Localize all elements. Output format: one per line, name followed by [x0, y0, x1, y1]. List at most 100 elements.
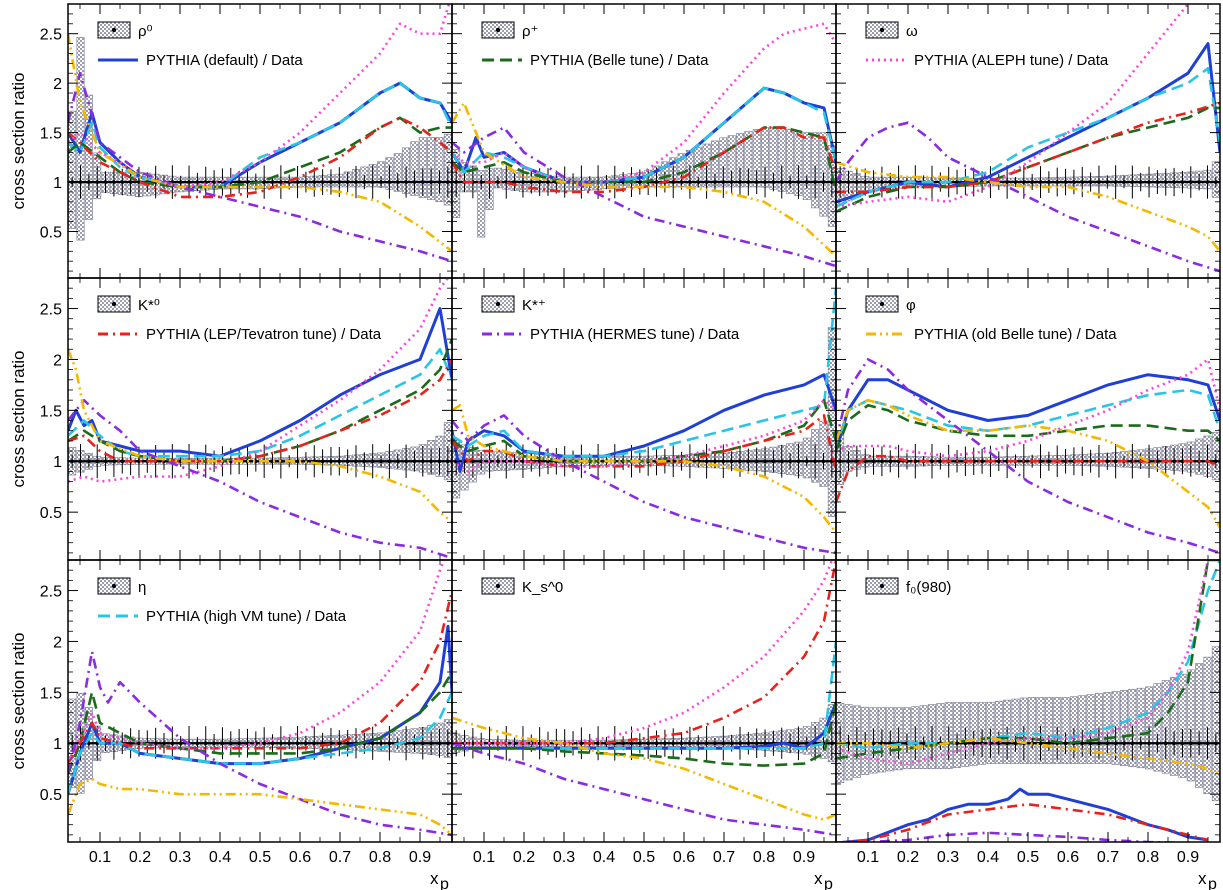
panel-5: φ PYTHIA (old Belle tune) / Data [835, 277, 1221, 561]
legend-entry-oldbelle: PYTHIA (old Belle tune) / Data [914, 326, 1117, 343]
x-tick-label: 0.9 [409, 849, 431, 866]
x-tick-label: 0.4 [593, 849, 615, 866]
x-tick-label: 0.1 [473, 849, 495, 866]
panel-frame [67, 559, 453, 843]
uncertainty-bar [1203, 656, 1212, 795]
series-line-default [68, 81, 452, 189]
panel-plot-area [452, 288, 836, 555]
uncertainty-bar [1028, 697, 1037, 764]
series-line-belle [836, 106, 1220, 213]
x-tick-label: 0.8 [753, 849, 775, 866]
uncertainty-bar [1195, 663, 1204, 788]
panel-3: K*⁰ PYTHIA (LEP/Tevatron tune) / Data [67, 277, 453, 561]
legend-data-marker [879, 27, 885, 33]
series-line-highvm [452, 86, 836, 184]
panel-label: f₀(980) [906, 579, 951, 596]
panel-label: ρ⁺ [522, 23, 538, 40]
series-line-highvm [836, 388, 1220, 452]
series-line-lep [452, 126, 836, 194]
y-tick-label: 2 [53, 352, 62, 369]
x-tick-label: 0.2 [897, 849, 919, 866]
uncertainty-bar [1044, 697, 1053, 764]
panel-2: ω PYTHIA (ALEPH tune) / Data [835, 3, 1221, 279]
x-tick-label: 0.4 [977, 849, 999, 866]
x-tick-label: 0.3 [169, 849, 191, 866]
y-tick-label: 2.5 [40, 27, 62, 44]
legend-entry-aleph: PYTHIA (ALEPH tune) / Data [914, 52, 1109, 69]
series-line-belle [68, 338, 452, 463]
uncertainty-bar [410, 141, 419, 196]
series-line-default [836, 373, 1220, 452]
x-tick-label: 0.9 [793, 849, 815, 866]
x-tick-label: 0.6 [1057, 849, 1079, 866]
uncertainty-bar [786, 128, 795, 194]
series-line-aleph [836, 358, 1220, 458]
uncertainty-bar [936, 703, 945, 770]
series-line-default [836, 42, 1220, 204]
panel-plot-area [452, 560, 836, 837]
panel-frame [67, 277, 453, 561]
legend-data-marker [879, 301, 885, 307]
legend-data-marker [495, 301, 501, 307]
legend-data-marker [495, 27, 501, 33]
legend-data-marker [111, 301, 117, 307]
panel-grid: ρ⁰ PYTHIA (default) / Data ρ⁺ PYTHIA (Belle… [67, 3, 1221, 843]
legend-entry-hermes: PYTHIA (HERMES tune) / Data [530, 326, 740, 343]
series-line-lep [836, 802, 1209, 842]
panel-label: K*⁺ [522, 297, 546, 314]
legend-data-marker [495, 583, 501, 589]
x-tick-label: 0.5 [633, 849, 655, 866]
x-tick-label: 0.5 [1017, 849, 1039, 866]
series-line-highvm [68, 81, 452, 189]
panel-frame [67, 3, 453, 279]
x-axis-title: x [430, 869, 439, 888]
series-line-default [68, 624, 452, 795]
series-line-hermes [452, 741, 836, 837]
uncertainty-bar [435, 137, 444, 203]
uncertainty-bar [1120, 690, 1128, 766]
x-axis-labels: 0.1 0.2 0.3 0.4 0.5 0.6 0.7 0.8 0.9x p0.1 0.2 0.3 0.… [89, 849, 1217, 890]
y-tick-label: 0.5 [40, 787, 62, 804]
panel-plot-area [68, 278, 452, 560]
uncertainty-bar [1136, 687, 1145, 769]
x-tick-label: 0.3 [937, 849, 959, 866]
panel-7: K_s^0 [451, 559, 837, 843]
series-line-hermes [836, 121, 1220, 273]
x-tick-label: 0.1 [89, 849, 111, 866]
panel-label: K*⁰ [138, 297, 160, 314]
x-tick-label: 0.4 [209, 849, 231, 866]
uncertainty-bar [68, 110, 77, 229]
series-line-lep [836, 454, 1220, 503]
series-line-hermes [68, 650, 452, 837]
uncertainty-bar [1211, 646, 1220, 802]
x-tick-label: 0.6 [289, 849, 311, 866]
series-line-oldbelle [836, 398, 1220, 529]
legend-entry-lep: PYTHIA (LEP/Tevatron tune) / Data [146, 326, 382, 343]
legend-data-marker [111, 583, 117, 589]
x-tick-label: 0.7 [713, 849, 735, 866]
y-tick-label: 1 [53, 175, 62, 192]
uncertainty-bar [1153, 683, 1162, 772]
panel-plot-area [836, 4, 1220, 273]
legend-data-marker [879, 583, 885, 589]
panel-plot-area [836, 358, 1220, 555]
series-line-belle [68, 116, 452, 189]
series-line-highvm [452, 288, 836, 458]
x-tick-label: 0.8 [369, 849, 391, 866]
legend-entry-default: PYTHIA (default) / Data [146, 52, 303, 69]
panel-label: η [138, 579, 146, 596]
uncertainty-bar [477, 170, 486, 238]
x-tick-label: 0.7 [1097, 849, 1119, 866]
uncertainty-bar [1178, 673, 1187, 778]
series-line-oldbelle [836, 161, 1220, 253]
x-tick-label: 0.8 [1137, 849, 1159, 866]
panel-8: f₀(980) [835, 559, 1221, 843]
series-line-aleph [836, 560, 1211, 765]
series-line-oldbelle [68, 33, 452, 253]
panel-label: K_s^0 [522, 579, 563, 596]
y-tick-label: 1 [53, 454, 62, 471]
y-axis-title: cross section ratio [9, 633, 28, 770]
legend-entry-highvm: PYTHIA (high VM tune) / Data [146, 608, 347, 625]
